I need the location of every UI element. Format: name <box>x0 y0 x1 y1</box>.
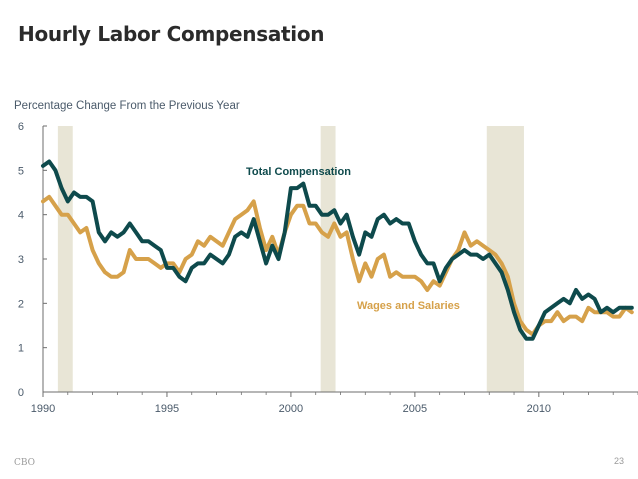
series-lines <box>41 159 634 341</box>
series-labels: Total Compensation Wages and Salaries <box>246 166 460 312</box>
x-tick-label: 1990 <box>31 403 55 415</box>
source-label: CBO <box>14 458 36 468</box>
x-tick-label: 1995 <box>155 403 179 415</box>
wages-and-salaries-label: Wages and Salaries <box>357 300 460 312</box>
chart-axes: 0 1 2 3 4 5 6 1990 1995 2000 2005 2010 <box>18 121 638 415</box>
y-tick-label: 4 <box>18 210 24 222</box>
total-compensation-line <box>41 159 634 341</box>
y-tick-label: 2 <box>18 298 24 310</box>
y-axis-label: Percentage Change From the Previous Year <box>14 100 240 112</box>
slide-title: Hourly Labor Compensation <box>18 22 325 46</box>
y-tick-label: 0 <box>18 387 24 399</box>
x-tick-label: 2005 <box>403 403 427 415</box>
recession-band-0 <box>57 126 73 392</box>
y-tick-label: 1 <box>18 343 24 355</box>
page-number: 23 <box>613 456 624 466</box>
recession-band-1 <box>320 126 336 392</box>
total-compensation-label: Total Compensation <box>246 166 351 178</box>
x-tick-label: 2010 <box>527 403 551 415</box>
y-tick-label: 5 <box>18 165 24 177</box>
line-chart: Percentage Change From the Previous Year… <box>14 100 638 415</box>
y-tick-label: 6 <box>18 121 24 133</box>
y-tick-label: 3 <box>18 254 24 266</box>
x-tick-label: 2000 <box>279 403 303 415</box>
recession-shading <box>57 126 524 392</box>
